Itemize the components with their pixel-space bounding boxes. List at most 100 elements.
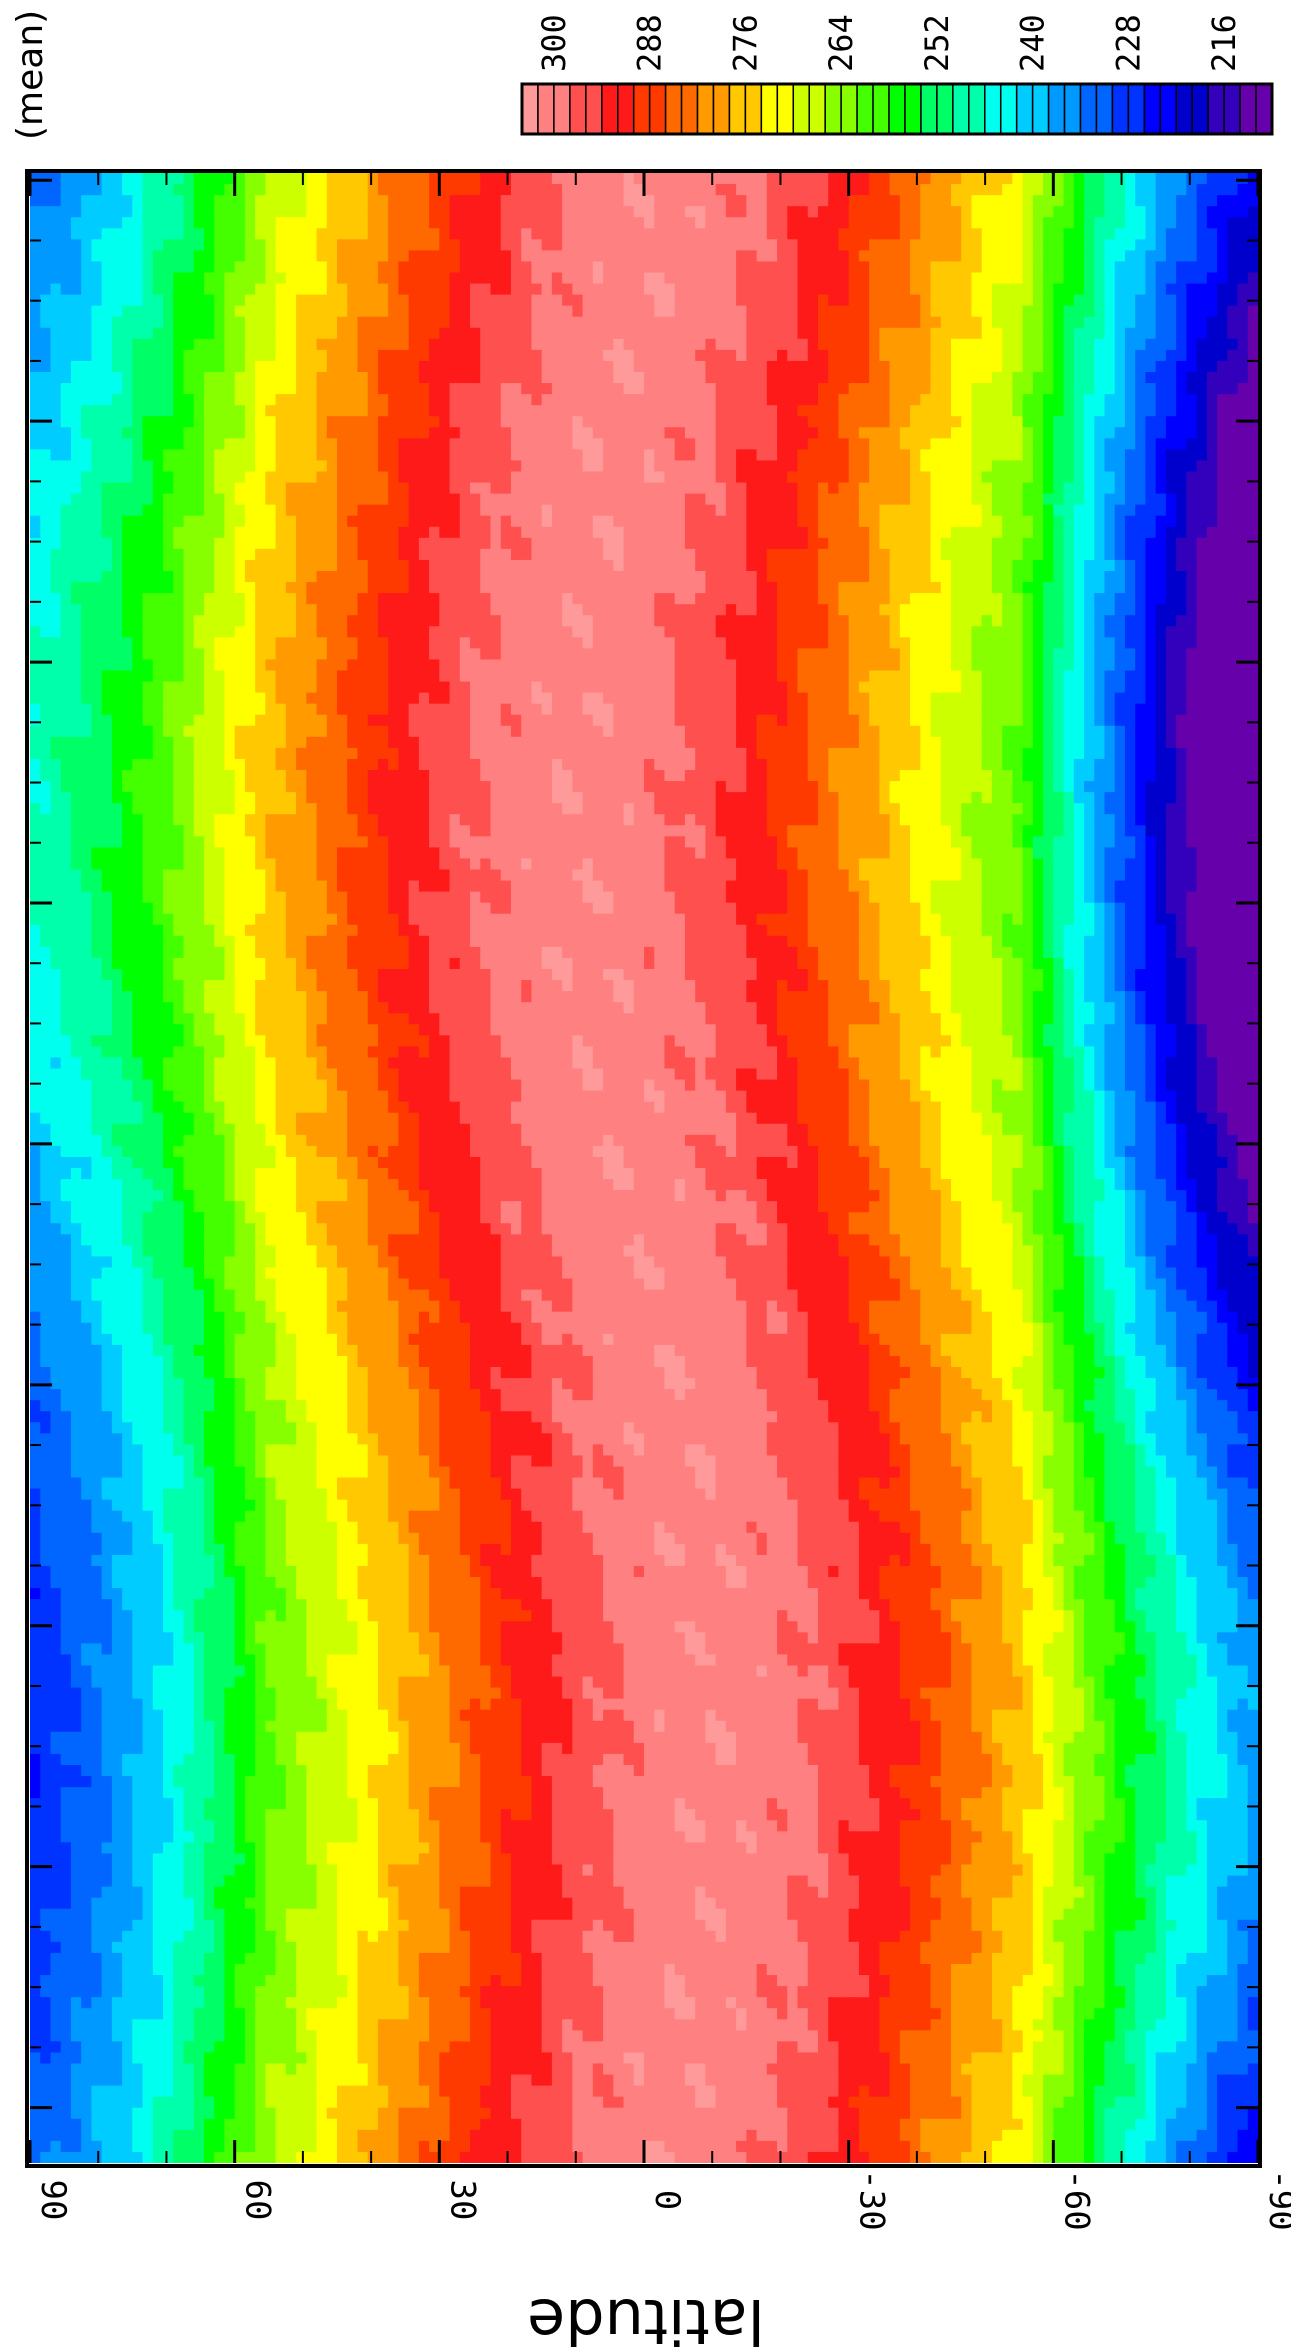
heatmap-cell bbox=[725, 515, 737, 528]
heatmap-cell bbox=[470, 593, 481, 605]
heatmap-cell bbox=[1176, 449, 1187, 462]
heatmap-cell bbox=[40, 405, 52, 417]
heatmap-cell bbox=[582, 173, 594, 185]
heatmap-cell bbox=[306, 228, 318, 240]
heatmap-cell bbox=[920, 327, 932, 340]
heatmap-cell bbox=[60, 482, 72, 495]
heatmap-cell bbox=[695, 559, 706, 572]
heatmap-cell bbox=[1063, 250, 1075, 263]
heatmap-cell bbox=[408, 327, 420, 340]
heatmap-cell bbox=[50, 261, 62, 274]
heatmap-cell bbox=[817, 582, 829, 594]
heatmap-cell bbox=[1012, 571, 1024, 583]
heatmap-cell bbox=[408, 615, 420, 627]
heatmap-cell bbox=[787, 206, 799, 218]
heatmap-cell bbox=[224, 571, 236, 583]
heatmap-cell bbox=[1022, 272, 1034, 285]
heatmap-cell bbox=[1114, 316, 1126, 329]
heatmap-cell bbox=[664, 206, 676, 218]
heatmap-cell bbox=[674, 272, 686, 285]
heatmap-cell bbox=[541, 327, 553, 340]
heatmap-cell bbox=[296, 582, 307, 594]
heatmap-cell bbox=[81, 195, 92, 207]
heatmap-cell bbox=[265, 604, 277, 616]
heatmap-cell bbox=[408, 394, 420, 406]
heatmap-cell bbox=[265, 327, 277, 340]
heatmap-cell bbox=[193, 272, 205, 285]
heatmap-cell bbox=[582, 217, 594, 229]
heatmap-cell bbox=[347, 195, 359, 207]
heatmap-cell bbox=[1032, 582, 1044, 594]
heatmap-cell bbox=[644, 184, 655, 196]
heatmap-cell bbox=[889, 537, 901, 550]
heatmap-cell bbox=[214, 537, 226, 550]
heatmap-cell bbox=[132, 438, 144, 450]
heatmap-cell bbox=[480, 394, 492, 406]
heatmap-cell bbox=[81, 250, 92, 263]
heatmap-cell bbox=[142, 383, 154, 395]
heatmap-cell bbox=[838, 438, 850, 450]
heatmap-cell bbox=[705, 294, 717, 307]
heatmap-cell bbox=[275, 493, 287, 506]
heatmap-cell bbox=[193, 571, 205, 583]
heatmap-cell bbox=[500, 471, 512, 484]
heatmap-cell bbox=[388, 526, 399, 539]
heatmap-cell bbox=[715, 548, 727, 561]
heatmap-cell bbox=[337, 515, 348, 528]
heatmap-cell bbox=[756, 582, 768, 594]
heatmap-cell bbox=[1094, 471, 1106, 484]
heatmap-cell bbox=[193, 184, 205, 196]
heatmap-cell bbox=[111, 615, 123, 627]
heatmap-cell bbox=[766, 372, 778, 384]
heatmap-cell bbox=[1155, 261, 1167, 274]
heatmap-cell bbox=[1073, 305, 1085, 318]
heatmap-cell bbox=[828, 593, 840, 605]
heatmap-cell bbox=[1104, 349, 1116, 362]
heatmap-cell bbox=[459, 360, 471, 373]
heatmap-cell bbox=[1196, 173, 1208, 185]
heatmap-cell bbox=[255, 349, 266, 362]
heatmap-cell bbox=[40, 250, 52, 263]
heatmap-cell bbox=[1094, 438, 1106, 450]
heatmap-cell bbox=[777, 228, 788, 240]
heatmap-cell bbox=[899, 283, 911, 296]
heatmap-cell bbox=[1002, 537, 1013, 550]
heatmap-cell bbox=[644, 217, 655, 229]
heatmap-cell bbox=[889, 548, 901, 561]
heatmap-cell bbox=[674, 338, 686, 351]
heatmap-cell bbox=[1145, 438, 1157, 450]
heatmap-cell bbox=[674, 305, 686, 318]
heatmap-cell bbox=[807, 316, 819, 329]
heatmap-cell bbox=[817, 217, 829, 229]
heatmap-cell bbox=[1155, 283, 1167, 296]
heatmap-cell bbox=[142, 360, 154, 373]
heatmap-cell bbox=[326, 272, 338, 285]
heatmap-cell bbox=[163, 515, 174, 528]
heatmap-cell bbox=[1247, 338, 1258, 351]
heatmap-cell bbox=[1012, 383, 1024, 395]
heatmap-cell bbox=[664, 383, 676, 395]
heatmap-cell bbox=[408, 515, 420, 528]
heatmap-cell bbox=[203, 582, 215, 594]
heatmap-cell bbox=[81, 582, 92, 594]
heatmap-cell bbox=[1217, 615, 1228, 627]
heatmap-cell bbox=[429, 239, 440, 251]
heatmap-cell bbox=[623, 471, 635, 484]
heatmap-cell bbox=[1094, 383, 1106, 395]
heatmap-cell bbox=[183, 615, 195, 627]
heatmap-cell bbox=[613, 471, 625, 484]
heatmap-cell bbox=[1155, 438, 1167, 450]
heatmap-cell bbox=[695, 438, 706, 450]
heatmap-cell bbox=[111, 305, 123, 318]
heatmap-cell bbox=[603, 217, 614, 229]
heatmap-cell bbox=[807, 449, 819, 462]
heatmap-cell bbox=[449, 405, 461, 417]
heatmap-cell bbox=[418, 593, 430, 605]
heatmap-cell bbox=[122, 559, 133, 572]
heatmap-cell bbox=[787, 261, 799, 274]
heatmap-cell bbox=[817, 416, 829, 428]
heatmap-cell bbox=[214, 593, 226, 605]
heatmap-cell bbox=[910, 283, 921, 296]
heatmap-cell bbox=[1124, 604, 1136, 616]
heatmap-cell bbox=[756, 559, 768, 572]
